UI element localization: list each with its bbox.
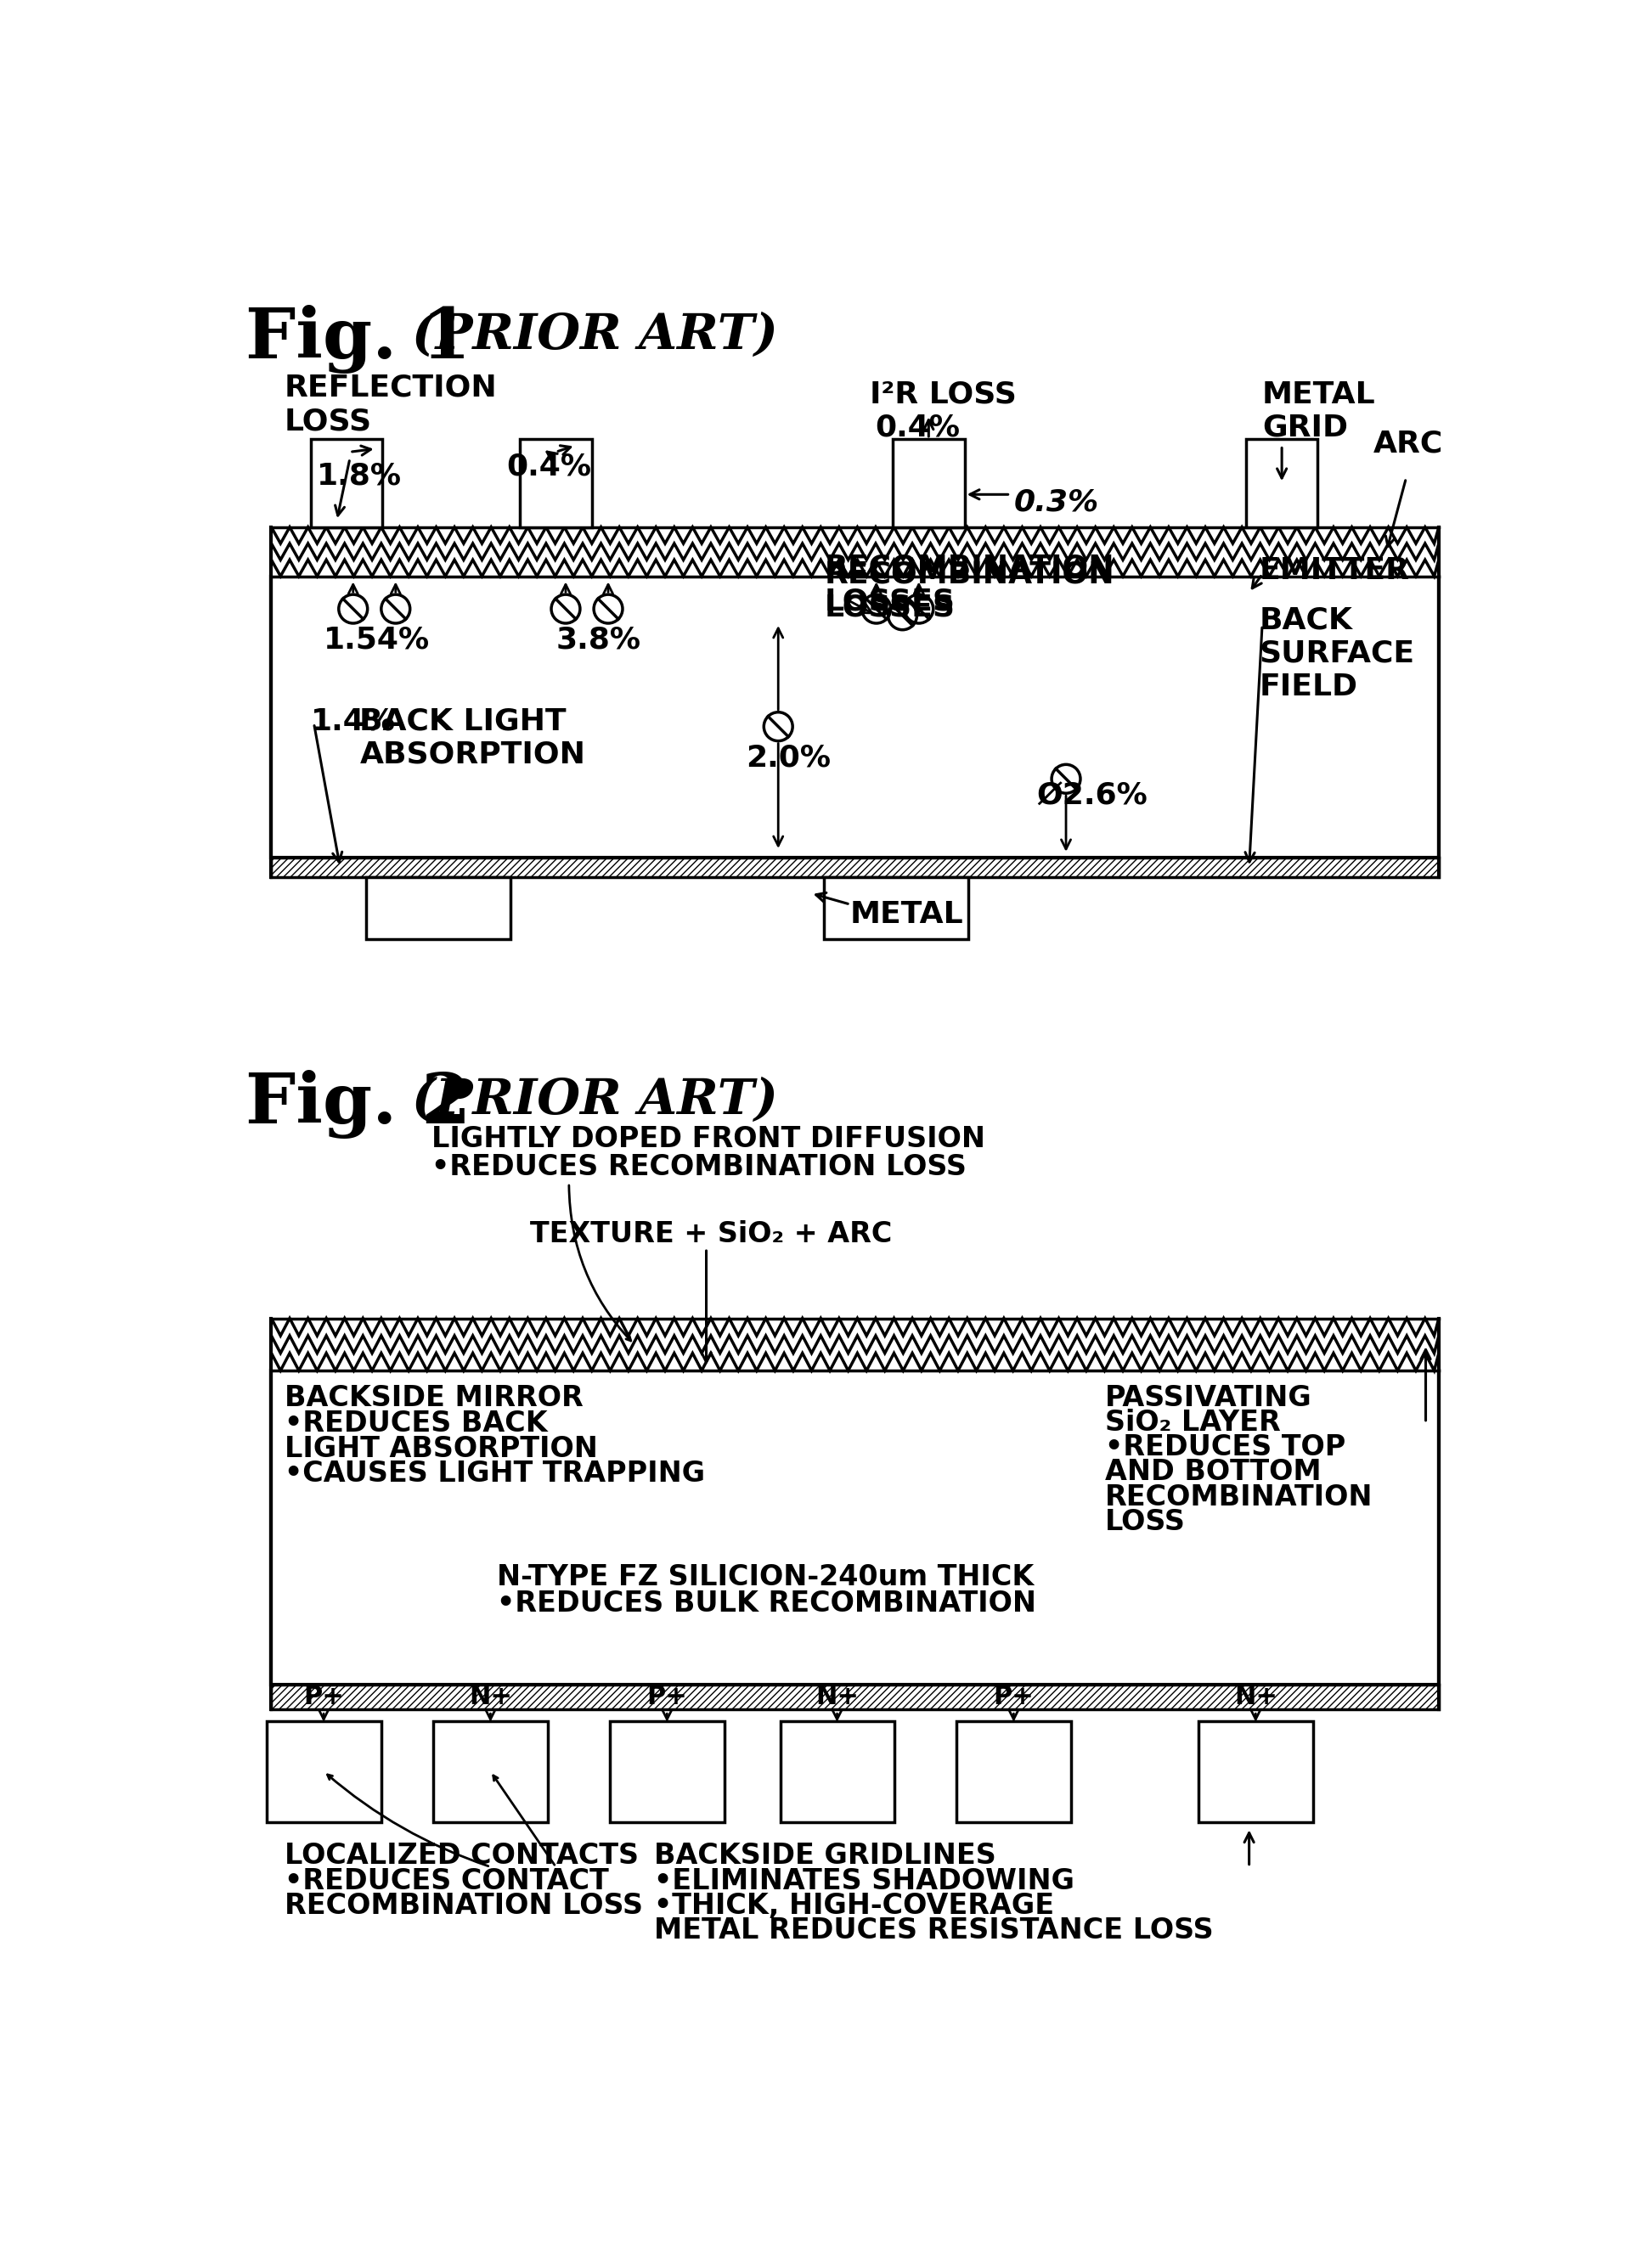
Text: RECOMBINATION: RECOMBINATION [1106,1483,1374,1510]
Bar [610,1721,725,1823]
Bar [520,440,592,526]
Text: SiO₂ LAYER: SiO₂ LAYER [1106,1408,1282,1436]
Text: N-TYPE FZ SILICION-240um THICK: N-TYPE FZ SILICION-240um THICK [497,1563,1034,1592]
Text: 1.54%: 1.54% [323,626,430,653]
Text: BACK LIGHT
ABSORPTION: BACK LIGHT ABSORPTION [359,708,586,769]
Bar [310,440,382,526]
Text: METAL
GRID: METAL GRID [1262,381,1375,442]
Bar [433,1721,548,1823]
Text: P+: P+ [993,1685,1034,1710]
Text: BACKSIDE MIRROR: BACKSIDE MIRROR [284,1383,583,1411]
Text: N+: N+ [469,1685,512,1710]
Text: (PRIOR ART): (PRIOR ART) [412,311,778,358]
Text: LOCALIZED CONTACTS: LOCALIZED CONTACTS [284,1842,638,1871]
Bar [271,1370,1439,1685]
Bar [366,878,510,939]
Text: EMITTER: EMITTER [1259,556,1410,585]
Text: •REDUCES CONTACT: •REDUCES CONTACT [284,1867,609,1894]
Bar [267,1721,381,1823]
Text: P+: P+ [647,1685,688,1710]
Text: BACKSIDE GRIDLINES: BACKSIDE GRIDLINES [655,1842,996,1871]
Text: METAL: METAL [850,900,963,928]
Text: 0.3%: 0.3% [1014,488,1099,517]
Text: •REDUCES BACK: •REDUCES BACK [284,1411,548,1438]
Text: N+: N+ [816,1685,858,1710]
Text: LOSS: LOSS [1106,1508,1186,1535]
Bar [824,878,968,939]
Text: Ø2.6%: Ø2.6% [1037,782,1147,812]
Text: 1.8%: 1.8% [317,463,402,490]
Text: Fig. 1: Fig. 1 [245,304,471,374]
Text: •REDUCES TOP: •REDUCES TOP [1106,1433,1346,1461]
Bar [271,576,1439,857]
Text: LIGHTLY DOPED FRONT DIFFUSION: LIGHTLY DOPED FRONT DIFFUSION [432,1125,985,1154]
Bar [271,857,1439,878]
Text: BACK
SURFACE
FIELD: BACK SURFACE FIELD [1259,606,1415,701]
Text: Fig. 2: Fig. 2 [245,1070,471,1139]
Text: METAL REDUCES RESISTANCE LOSS: METAL REDUCES RESISTANCE LOSS [655,1916,1213,1944]
Text: •REDUCES RECOMBINATION LOSS: •REDUCES RECOMBINATION LOSS [432,1154,967,1182]
Text: AND BOTTOM: AND BOTTOM [1106,1458,1321,1486]
Text: 1.4%: 1.4% [310,708,395,735]
Text: P+: P+ [304,1685,345,1710]
Bar [893,440,965,526]
Text: •THICK, HIGH-COVERAGE: •THICK, HIGH-COVERAGE [655,1892,1054,1919]
Text: PASSIVATING: PASSIVATING [1106,1383,1313,1411]
Text: 2.0%: 2.0% [745,744,830,773]
Text: •ELIMINATES SHADOWING: •ELIMINATES SHADOWING [655,1867,1075,1894]
Text: 0.4%: 0.4% [507,451,592,481]
Text: TEXTURE + SiO₂ + ARC: TEXTURE + SiO₂ + ARC [530,1220,891,1247]
Bar [271,1685,1439,1710]
Text: I²R LOSS: I²R LOSS [870,381,1017,408]
Bar [779,1721,894,1823]
Text: REFLECTION
LOSS: REFLECTION LOSS [284,374,497,435]
Text: RECOMBINATION
LOSSES: RECOMBINATION LOSSES [824,553,1114,615]
Text: ARC: ARC [1374,429,1442,458]
Text: 3.8%: 3.8% [556,626,640,653]
Text: RECOMBINATION
LOSSES: RECOMBINATION LOSSES [824,560,1114,621]
Text: •REDUCES BULK RECOMBINATION: •REDUCES BULK RECOMBINATION [497,1590,1037,1617]
Bar [1246,440,1318,526]
Bar [1200,1721,1313,1823]
Text: 0.4%: 0.4% [875,413,960,442]
Text: •CAUSES LIGHT TRAPPING: •CAUSES LIGHT TRAPPING [284,1461,706,1488]
Bar [271,526,1439,576]
Bar [271,1318,1439,1370]
Text: N+: N+ [1234,1685,1277,1710]
Text: LIGHT ABSORPTION: LIGHT ABSORPTION [284,1436,597,1463]
Text: (PRIOR ART): (PRIOR ART) [412,1077,778,1125]
Text: RECOMBINATION LOSS: RECOMBINATION LOSS [284,1892,643,1919]
Bar [957,1721,1072,1823]
